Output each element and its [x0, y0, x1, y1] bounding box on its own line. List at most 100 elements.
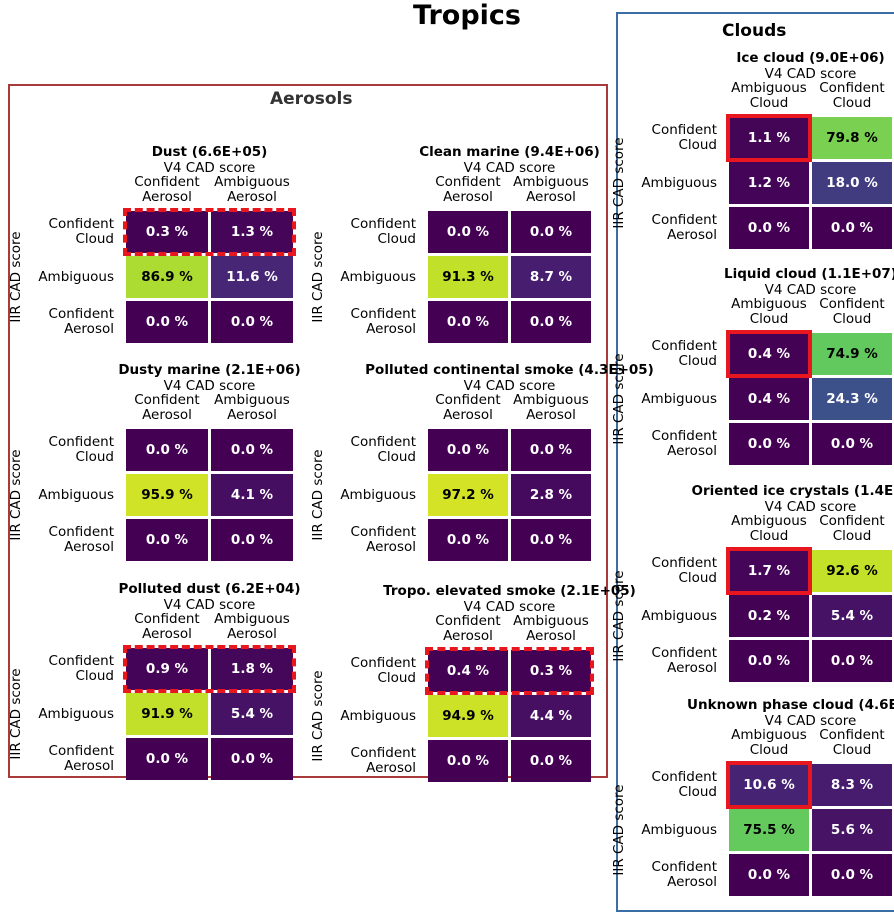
row-header: Confident Cloud: [350, 434, 416, 465]
column-header: Ambiguous Aerosol: [214, 392, 290, 423]
column-header: Confident Cloud: [819, 296, 885, 327]
x-axis-label: V4 CAD score: [463, 599, 556, 615]
heatmap-cell: 0.0 %: [211, 519, 293, 561]
row-header: Ambiguous: [38, 486, 114, 503]
heatmap-cell: 95.9 %: [126, 474, 208, 516]
column-header: Ambiguous Aerosol: [214, 611, 290, 642]
column-header: Ambiguous Cloud: [731, 727, 807, 758]
x-axis-label: V4 CAD score: [764, 713, 857, 729]
y-axis-label: IIR CAD score: [611, 570, 627, 662]
row-header: Confident Aerosol: [350, 745, 416, 776]
heatmap-title: Oriented ice crystals (1.4E+04): [691, 483, 894, 499]
x-axis-label: V4 CAD score: [764, 282, 857, 298]
row-header: Ambiguous: [340, 268, 416, 285]
row-header: Confident Aerosol: [651, 859, 717, 890]
highlight-box: [726, 761, 812, 809]
heatmap-cell: 74.9 %: [812, 333, 892, 375]
heatmap-cell: 0.4 %: [729, 333, 809, 375]
y-axis-label: IIR CAD score: [8, 668, 24, 760]
heatmap-cell: 0.0 %: [729, 207, 809, 249]
column-header: Confident Aerosol: [134, 392, 200, 423]
highlight-box: [726, 547, 812, 595]
heatmap-cell: 0.0 %: [126, 429, 208, 471]
heatmap-cell: 0.0 %: [729, 423, 809, 465]
column-header: Ambiguous Aerosol: [513, 613, 589, 644]
heatmap-title: Polluted dust (6.2E+04): [118, 581, 301, 597]
heatmap-cell: 2.8 %: [511, 474, 591, 516]
heatmap-title: Dust (6.6E+05): [151, 144, 268, 160]
heatmap-cell: 0.3 %: [511, 650, 591, 692]
heatmap-cell: 0.0 %: [428, 519, 508, 561]
column-header: Confident Cloud: [819, 727, 885, 758]
highlight-box: [726, 330, 812, 378]
row-header: Confident Cloud: [651, 122, 717, 153]
heatmap-cell: 1.3 %: [211, 211, 293, 253]
heatmap-cell: 1.2 %: [729, 162, 809, 204]
heatmap-cell: 0.0 %: [511, 740, 591, 782]
aerosols-title: Aerosols: [270, 89, 353, 109]
row-header: Confident Cloud: [350, 655, 416, 686]
row-header: Confident Aerosol: [651, 428, 717, 459]
row-header: Confident Aerosol: [350, 306, 416, 337]
heatmap-cell: 0.0 %: [211, 738, 293, 780]
row-header: Confident Cloud: [48, 216, 114, 247]
highlight-box: [123, 208, 296, 256]
y-axis-label: IIR CAD score: [310, 670, 326, 762]
y-axis-label: IIR CAD score: [611, 784, 627, 876]
row-header: Confident Aerosol: [48, 743, 114, 774]
heatmap-cell: 0.0 %: [729, 854, 809, 896]
row-header: Confident Cloud: [350, 216, 416, 247]
heatmap-cell: 10.6 %: [729, 764, 809, 806]
heatmap-title: Unknown phase cloud (4.6E+05): [687, 697, 894, 713]
heatmap-cell: 5.6 %: [812, 809, 892, 851]
row-header: Ambiguous: [641, 607, 717, 624]
heatmap-cell: 0.0 %: [729, 640, 809, 682]
figure-title: Tropics: [413, 0, 521, 31]
heatmap-cell: 0.0 %: [511, 429, 591, 471]
heatmap-cell: 18.0 %: [812, 162, 892, 204]
heatmap-cell: 4.1 %: [211, 474, 293, 516]
y-axis-label: IIR CAD score: [611, 353, 627, 445]
heatmap-cell: 0.0 %: [428, 211, 508, 253]
heatmap-cell: 5.4 %: [812, 595, 892, 637]
heatmap-title: Polluted continental smoke (4.3E+05): [365, 362, 654, 378]
highlight-box: [123, 645, 296, 693]
x-axis-label: V4 CAD score: [163, 160, 256, 176]
x-axis-label: V4 CAD score: [764, 499, 857, 515]
column-header: Ambiguous Aerosol: [513, 174, 589, 205]
heatmap-cell: 0.0 %: [511, 519, 591, 561]
heatmap-cell: 0.0 %: [211, 429, 293, 471]
heatmap-cell: 4.4 %: [511, 695, 591, 737]
heatmap-cell: 0.4 %: [428, 650, 508, 692]
heatmap-cell: 0.0 %: [812, 640, 892, 682]
heatmap-cell: 0.0 %: [812, 423, 892, 465]
column-header: Confident Aerosol: [134, 174, 200, 205]
y-axis-label: IIR CAD score: [611, 137, 627, 229]
row-header: Confident Cloud: [651, 769, 717, 800]
row-header: Confident Cloud: [48, 434, 114, 465]
heatmap-cell: 0.0 %: [428, 740, 508, 782]
heatmap-title: Clean marine (9.4E+06): [419, 144, 600, 160]
heatmap-cell: 0.0 %: [428, 301, 508, 343]
heatmap-cell: 0.2 %: [729, 595, 809, 637]
heatmap-cell: 0.0 %: [211, 301, 293, 343]
column-header: Confident Cloud: [819, 513, 885, 544]
row-header: Ambiguous: [641, 174, 717, 191]
heatmap-cell: 0.0 %: [428, 429, 508, 471]
row-header: Confident Aerosol: [651, 645, 717, 676]
heatmap-cell: 79.8 %: [812, 117, 892, 159]
row-header: Confident Aerosol: [651, 212, 717, 243]
y-axis-label: IIR CAD score: [310, 231, 326, 323]
y-axis-label: IIR CAD score: [310, 449, 326, 541]
heatmap-cell: 0.0 %: [812, 854, 892, 896]
heatmap-cell: 91.3 %: [428, 256, 508, 298]
column-header: Confident Cloud: [819, 80, 885, 111]
heatmap-cell: 0.9 %: [126, 648, 208, 690]
heatmap-title: Tropo. elevated smoke (2.1E+05): [383, 583, 636, 599]
heatmap-cell: 92.6 %: [812, 550, 892, 592]
x-axis-label: V4 CAD score: [463, 378, 556, 394]
aerosols-panel: [8, 84, 608, 778]
x-axis-label: V4 CAD score: [463, 160, 556, 176]
heatmap-cell: 97.2 %: [428, 474, 508, 516]
heatmap-cell: 91.9 %: [126, 693, 208, 735]
